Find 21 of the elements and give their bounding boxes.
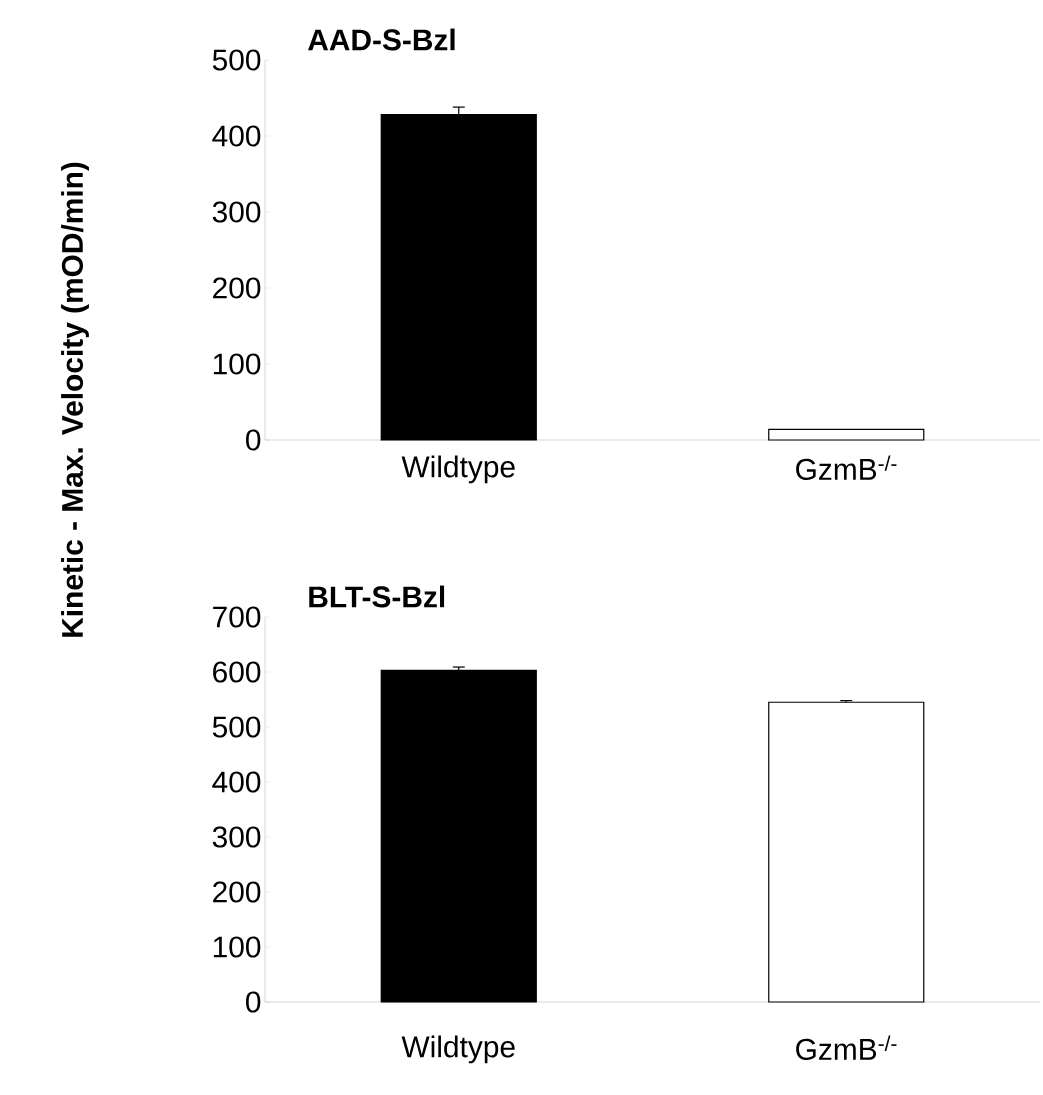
y-tick-label: 400 [212,771,261,793]
y-tick-label: 0 [246,429,261,451]
y-tick-label: 500 [212,49,261,71]
y-tick-label: 100 [213,936,261,958]
y-tick-label: 700 [213,606,261,628]
x-tick-label: Wildtype [401,455,515,484]
y-tick-label: 500 [212,716,261,738]
x-tick-label: GzmB$^{-/-}$ [796,1035,897,1060]
y-tick-label: 200 [213,881,261,903]
x-tick-label: GzmB$^{-/-}$ [796,455,897,480]
y-tick-label: 600 [213,661,261,683]
y-axis-title: Kinetic - Max. Velocity (mOD/min) [61,162,89,637]
x-tick-label: Wildtype [401,1035,515,1064]
y-tick-label: 200 [213,277,261,299]
y-tick-label: 0 [246,991,261,1013]
y-tick-label: 300 [212,201,261,223]
chart-title: BLT-S-Bzl [309,585,445,608]
y-tick-label: 300 [212,826,261,848]
y-tick-label: 100 [213,353,261,375]
y-tick-label: 400 [212,125,261,147]
chart-title: AAD-S-Bzl [308,28,455,51]
